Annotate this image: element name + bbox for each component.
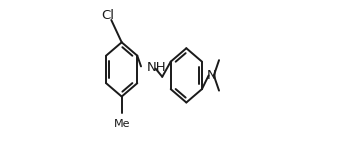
Text: Me: Me — [114, 119, 130, 129]
Text: N: N — [207, 69, 216, 82]
Text: NH: NH — [147, 61, 166, 74]
Text: Cl: Cl — [101, 9, 114, 22]
